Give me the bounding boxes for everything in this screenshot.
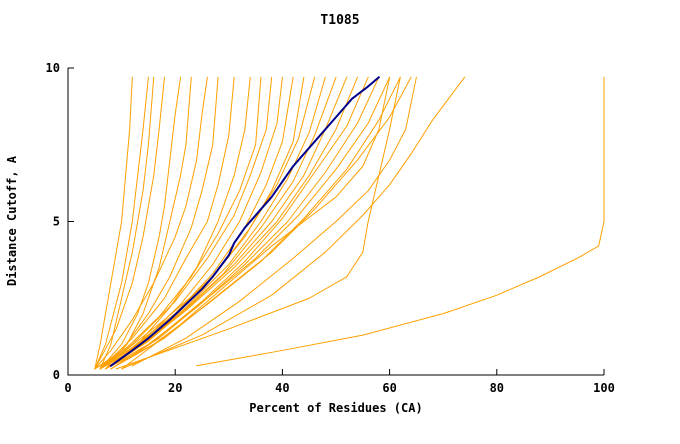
model-series-line	[105, 76, 380, 370]
x-tick-label: 40	[275, 381, 289, 395]
model-series-line	[94, 76, 208, 370]
model-series-line	[115, 76, 401, 370]
x-tick-label: 60	[382, 381, 396, 395]
y-tick-label: 10	[46, 61, 60, 75]
model-series-line	[196, 76, 605, 367]
model-series-line	[105, 76, 251, 370]
chart-title: T1085	[320, 13, 359, 28]
model-series-line	[105, 76, 326, 370]
model-series-line	[94, 76, 133, 370]
y-axis-label: Distance Cutoff, A	[5, 155, 19, 286]
model-series-line	[94, 76, 149, 370]
model-series-line	[99, 76, 316, 370]
series-lines	[94, 76, 605, 370]
model-series-line	[105, 76, 348, 370]
model-series-line	[99, 76, 182, 370]
model-series-line	[99, 76, 273, 370]
highlight-series-line	[109, 76, 380, 367]
model-series-line	[121, 76, 466, 370]
model-series-line	[121, 76, 391, 370]
model-series-line	[99, 76, 235, 370]
model-series-line	[131, 76, 417, 367]
model-series-line	[105, 76, 192, 370]
model-series-line	[94, 76, 262, 370]
tick-labels: 0 20 40 60 80 100 0 5 10	[46, 61, 615, 395]
model-series-line	[99, 76, 358, 370]
model-series-line	[110, 76, 391, 370]
model-series-line	[99, 76, 294, 370]
x-axis-label: Percent of Residues (CA)	[249, 401, 422, 415]
y-tick-label: 0	[53, 368, 60, 382]
x-tick-label: 20	[168, 381, 182, 395]
x-tick-label: 100	[593, 381, 615, 395]
x-tick-label: 80	[490, 381, 504, 395]
model-series-line	[94, 76, 305, 370]
model-series-line	[94, 76, 165, 370]
x-tick-label: 0	[64, 381, 71, 395]
model-series-line	[110, 76, 412, 370]
y-tick-label: 5	[53, 215, 60, 229]
